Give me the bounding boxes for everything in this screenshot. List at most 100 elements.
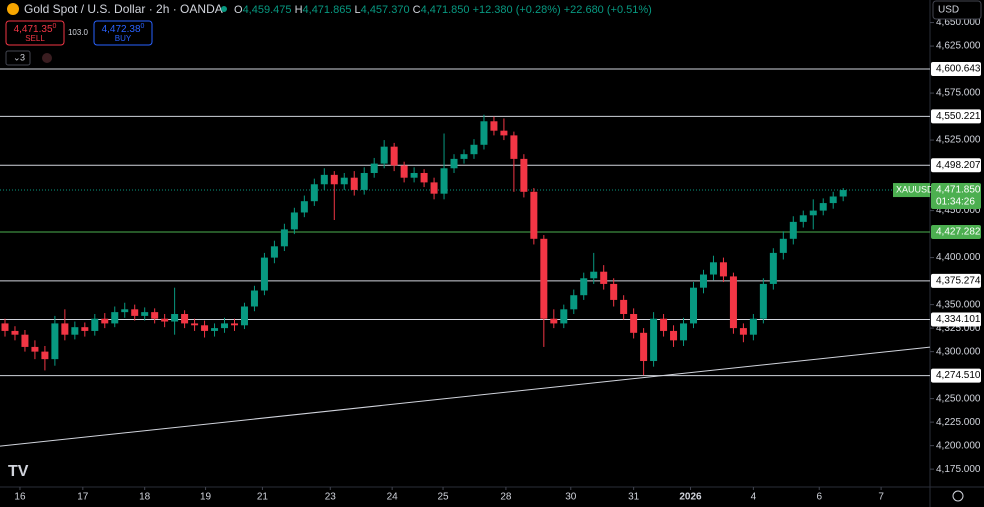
- candle-body: [779, 238, 787, 253]
- candle-body: [719, 262, 727, 277]
- candle-body: [709, 262, 717, 275]
- y-tick-label: 4,450.000: [936, 205, 981, 216]
- candle-body: [500, 130, 508, 136]
- candle-body: [839, 190, 847, 197]
- candle-body: [61, 323, 69, 335]
- x-tick-label: 19: [200, 492, 212, 503]
- level-tag: [931, 224, 981, 239]
- buy-label: BUY: [115, 34, 132, 43]
- level-label: 4,274.510: [936, 370, 981, 381]
- buy-button[interactable]: [93, 20, 153, 46]
- indicator-arrow: ⌄: [13, 52, 21, 62]
- candle-body: [510, 135, 518, 159]
- y-tick-label: 4,175.000: [936, 464, 981, 475]
- ohlc-value: 4,471.850: [421, 4, 470, 16]
- candle-body: [470, 144, 478, 155]
- candle-body: [161, 318, 169, 322]
- y-tick-label: 4,400.000: [936, 252, 981, 263]
- candle-body: [31, 346, 39, 352]
- candle-body: [490, 121, 498, 131]
- candle-body: [420, 172, 428, 183]
- candle-body: [450, 158, 458, 169]
- indicator-toggle[interactable]: [5, 50, 31, 66]
- level-label: 4,427.282: [936, 227, 981, 238]
- candle-body: [21, 334, 29, 347]
- candle-body: [819, 203, 827, 211]
- candle-body: [749, 318, 757, 335]
- candle-body: [250, 290, 258, 307]
- ohlc-key: O: [234, 4, 243, 16]
- symbol-title: Gold Spot / U.S. Dollar · 2h · OANDA: [24, 2, 223, 16]
- level-tag: [931, 109, 981, 124]
- candle-body: [440, 168, 448, 194]
- warning-icon: [42, 53, 52, 63]
- sell-price: 4,471.350: [14, 23, 57, 35]
- y-tick-label: 4,200.000: [936, 440, 981, 451]
- countdown: 01:34:26: [936, 197, 975, 208]
- candle-body: [181, 314, 189, 324]
- settings-icon[interactable]: [952, 490, 964, 502]
- last-price-symbol-tag: [893, 183, 930, 198]
- x-tick-label: 24: [387, 492, 399, 503]
- x-tick-label: 28: [500, 492, 512, 503]
- candle-body: [1, 323, 9, 331]
- candle-body: [600, 271, 608, 284]
- level-tag: [931, 273, 981, 288]
- candle-body: [480, 121, 488, 145]
- y-tick-label: 4,250.000: [936, 393, 981, 404]
- candle-body: [360, 172, 368, 190]
- candle-body: [660, 318, 668, 331]
- candle-body: [41, 351, 49, 360]
- candle-body: [151, 312, 159, 319]
- candle-body: [141, 312, 149, 316]
- candle-body: [310, 184, 318, 202]
- level-label: 4,334.101: [936, 314, 981, 325]
- sell-price-sup: 0: [53, 23, 57, 30]
- x-tick-label: 2026: [679, 492, 702, 503]
- sell-button[interactable]: [5, 20, 65, 46]
- candle-body: [91, 318, 99, 331]
- x-tick-label: 21: [257, 492, 269, 503]
- ohlc-key: H: [295, 4, 303, 16]
- candle-body: [680, 323, 688, 341]
- ohlc: O4,459.475 H4,471.865 L4,457.370 C4,471.…: [234, 4, 652, 16]
- change: +12.380 (+0.28%): [473, 4, 561, 16]
- x-tick-label: 18: [139, 492, 151, 503]
- y-tick-label: 4,225.000: [936, 417, 981, 428]
- candle-body: [390, 146, 398, 166]
- ohlc-value: 4,459.475: [243, 4, 292, 16]
- change-2: +22.680 (+0.51%): [564, 4, 652, 16]
- currency-button[interactable]: [932, 0, 982, 20]
- level-tag: [931, 158, 981, 173]
- candle-body: [560, 309, 568, 324]
- candle-body: [370, 163, 378, 173]
- level-tag: [931, 368, 981, 383]
- candle-body: [211, 328, 219, 331]
- level-tag: [931, 312, 981, 327]
- candle-body: [430, 182, 438, 194]
- last-price-symbol: XAUUSD: [896, 184, 934, 194]
- spread: 103.0: [68, 28, 89, 37]
- x-tick-label: 25: [437, 492, 449, 503]
- candle-body: [580, 278, 588, 296]
- candle-body: [699, 274, 707, 288]
- candle-body: [789, 221, 797, 239]
- indicator-count: 3: [20, 52, 25, 62]
- x-tick-label: 6: [816, 492, 822, 503]
- ohlc-value: 4,457.370: [361, 4, 410, 16]
- currency: USD: [938, 5, 959, 16]
- candle-body: [410, 172, 418, 178]
- symbol-icon: [7, 3, 19, 15]
- trendline: [0, 346, 931, 447]
- candle-body: [809, 210, 817, 216]
- level-label: 4,498.207: [936, 160, 981, 171]
- candle-body: [829, 196, 837, 204]
- candle-body: [590, 271, 598, 279]
- candle-body: [400, 165, 408, 178]
- candle-body: [270, 246, 278, 258]
- x-tick-label: 30: [565, 492, 577, 503]
- candle-body: [739, 328, 747, 335]
- ohlc-key: L: [355, 4, 361, 16]
